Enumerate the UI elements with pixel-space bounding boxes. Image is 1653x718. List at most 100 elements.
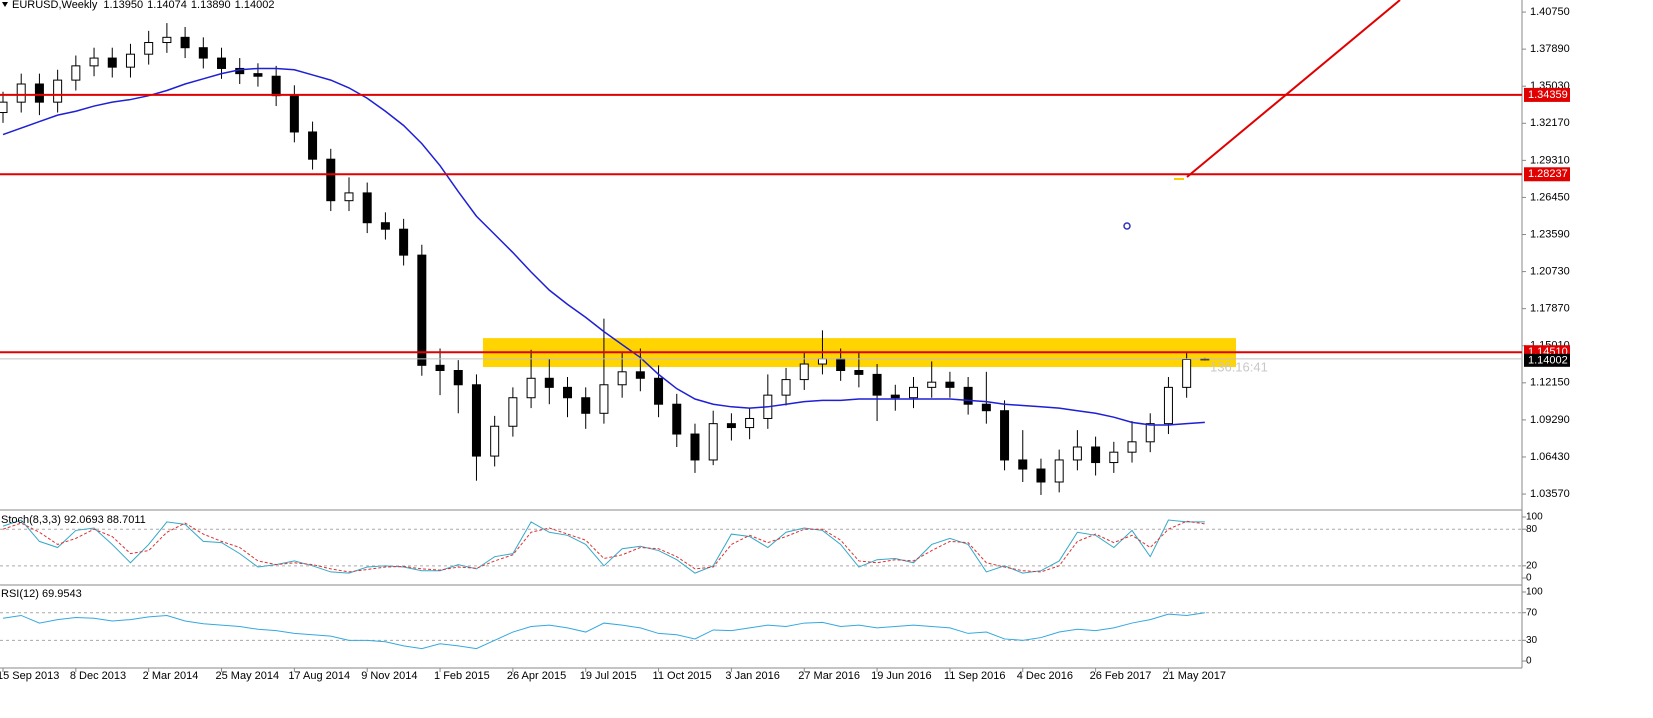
- candle-body: [909, 386, 918, 399]
- candle-body: [963, 386, 973, 405]
- candle-body: [1054, 459, 1064, 483]
- candle-body: [981, 403, 991, 412]
- candle-body: [107, 57, 117, 68]
- candle-body: [672, 403, 682, 435]
- main-layer: [0, 23, 1210, 495]
- x-tick-label: 3 Jan 2016: [725, 670, 779, 682]
- y-tick-label: 1.37890: [1530, 43, 1570, 55]
- candle-body: [854, 370, 864, 375]
- candle-body: [1018, 459, 1028, 470]
- y-tick-label: 1.17870: [1530, 303, 1570, 315]
- candle-body: [599, 384, 609, 414]
- candle-body: [1145, 423, 1155, 443]
- candle-body: [799, 363, 809, 381]
- y-tick-label: 1.29310: [1530, 154, 1570, 166]
- candle-body: [89, 57, 99, 67]
- candle-body: [526, 377, 536, 399]
- chart-header: EURUSD,Weekly 1.13950 1.14074 1.13890 1.1400…: [12, 0, 274, 11]
- open-label: 1.13950: [103, 0, 143, 11]
- candle-body: [1127, 441, 1137, 453]
- x-tick-label: 21 May 2017: [1162, 670, 1226, 682]
- candle-body: [253, 73, 263, 77]
- candle-body: [872, 373, 882, 396]
- y-tick-label: 1.26450: [1530, 191, 1570, 203]
- y-tick-label: 1.40750: [1530, 6, 1570, 18]
- y-tick-label: 0: [1526, 573, 1532, 584]
- candle-body: [745, 417, 755, 429]
- candle-body: [581, 397, 591, 414]
- candle-body: [890, 394, 900, 399]
- x-tick-label: 8 Dec 2013: [70, 670, 126, 682]
- candle-body: [308, 131, 318, 160]
- candle-body: [362, 192, 372, 224]
- candle-body: [927, 381, 937, 388]
- x-tick-label: 11 Oct 2015: [653, 670, 712, 682]
- y-tick-label: 1.23590: [1530, 228, 1570, 240]
- candle-body: [817, 358, 827, 365]
- x-tick-label: 19 Jun 2016: [871, 670, 932, 682]
- candle-body: [1091, 446, 1101, 464]
- candle-body: [217, 57, 227, 69]
- price-label-bg: [1524, 87, 1570, 102]
- bar-timer: 136:16:41: [1210, 359, 1268, 374]
- x-tick-label: 27 Mar 2016: [798, 670, 860, 682]
- price-label: 1.34359: [1528, 89, 1568, 101]
- candle-body: [654, 377, 664, 405]
- x-tick-label: 1 Feb 2015: [434, 670, 490, 682]
- y-tick-label: 30: [1526, 635, 1538, 646]
- candle-body: [1000, 410, 1010, 461]
- y-tick-label: 100: [1526, 512, 1543, 523]
- candle-body: [435, 364, 445, 372]
- trend-line: [1186, 0, 1401, 178]
- x-tick-label: 15 Sep 2013: [0, 670, 59, 682]
- x-tick-label: 9 Nov 2014: [361, 670, 417, 682]
- candle-body: [836, 358, 846, 372]
- candle-body: [1163, 386, 1173, 425]
- x-tick-label: 11 Sep 2016: [944, 670, 1006, 682]
- candle-body: [0, 101, 8, 114]
- y-tick-label: 0: [1526, 656, 1532, 667]
- candle-body: [144, 42, 154, 55]
- indicator-line: [2, 519, 1205, 574]
- x-tick-label: 26 Apr 2015: [507, 670, 566, 682]
- candle-body: [1109, 451, 1119, 464]
- y-tick-label: 1.06430: [1530, 451, 1570, 463]
- indicator-title: RSI(12) 69.9543: [1, 588, 82, 600]
- icon: [1123, 222, 1131, 230]
- candle-body: [453, 370, 463, 386]
- candle-body: [16, 83, 26, 103]
- bid-label-bg: [1524, 353, 1570, 367]
- candle-body: [289, 95, 299, 133]
- price-label-bg: [1524, 167, 1570, 182]
- y-tick-label: 100: [1526, 587, 1543, 598]
- indicator-line: [2, 520, 1205, 573]
- x-tick-label: 19 Jul 2015: [580, 670, 637, 682]
- candle-body: [71, 65, 81, 81]
- price-label: 1.28237: [1528, 168, 1568, 180]
- candle-body: [490, 425, 500, 457]
- candle-body: [471, 384, 481, 457]
- candle-body: [380, 222, 390, 230]
- candle-body: [399, 228, 409, 256]
- candle-body: [162, 36, 172, 44]
- indicator-line: [2, 612, 1205, 650]
- candle-body: [1182, 358, 1192, 388]
- x-tick-label: 17 Aug 2014: [288, 670, 350, 682]
- candle-body: [508, 397, 518, 427]
- x-tick-label: 4 Dec 2016: [1017, 670, 1073, 682]
- x-tick-label: 26 Feb 2017: [1090, 670, 1152, 682]
- y-tick-label: 80: [1526, 524, 1538, 535]
- x-tick-label: 2 Mar 2014: [143, 670, 199, 682]
- bid-label: 1.14002: [1528, 355, 1568, 367]
- candle-body: [690, 433, 700, 461]
- y-tick-label: 1.03570: [1530, 488, 1570, 500]
- x-tick-label: 25 May 2014: [216, 670, 280, 682]
- y-tick-label: 1.12150: [1530, 377, 1570, 389]
- y-tick-label: 20: [1526, 560, 1538, 571]
- low-label: 1.13890: [191, 0, 231, 11]
- candle-body: [271, 75, 281, 97]
- candle-body: [326, 158, 336, 202]
- candle-body: [198, 47, 208, 59]
- candle-body: [125, 53, 135, 68]
